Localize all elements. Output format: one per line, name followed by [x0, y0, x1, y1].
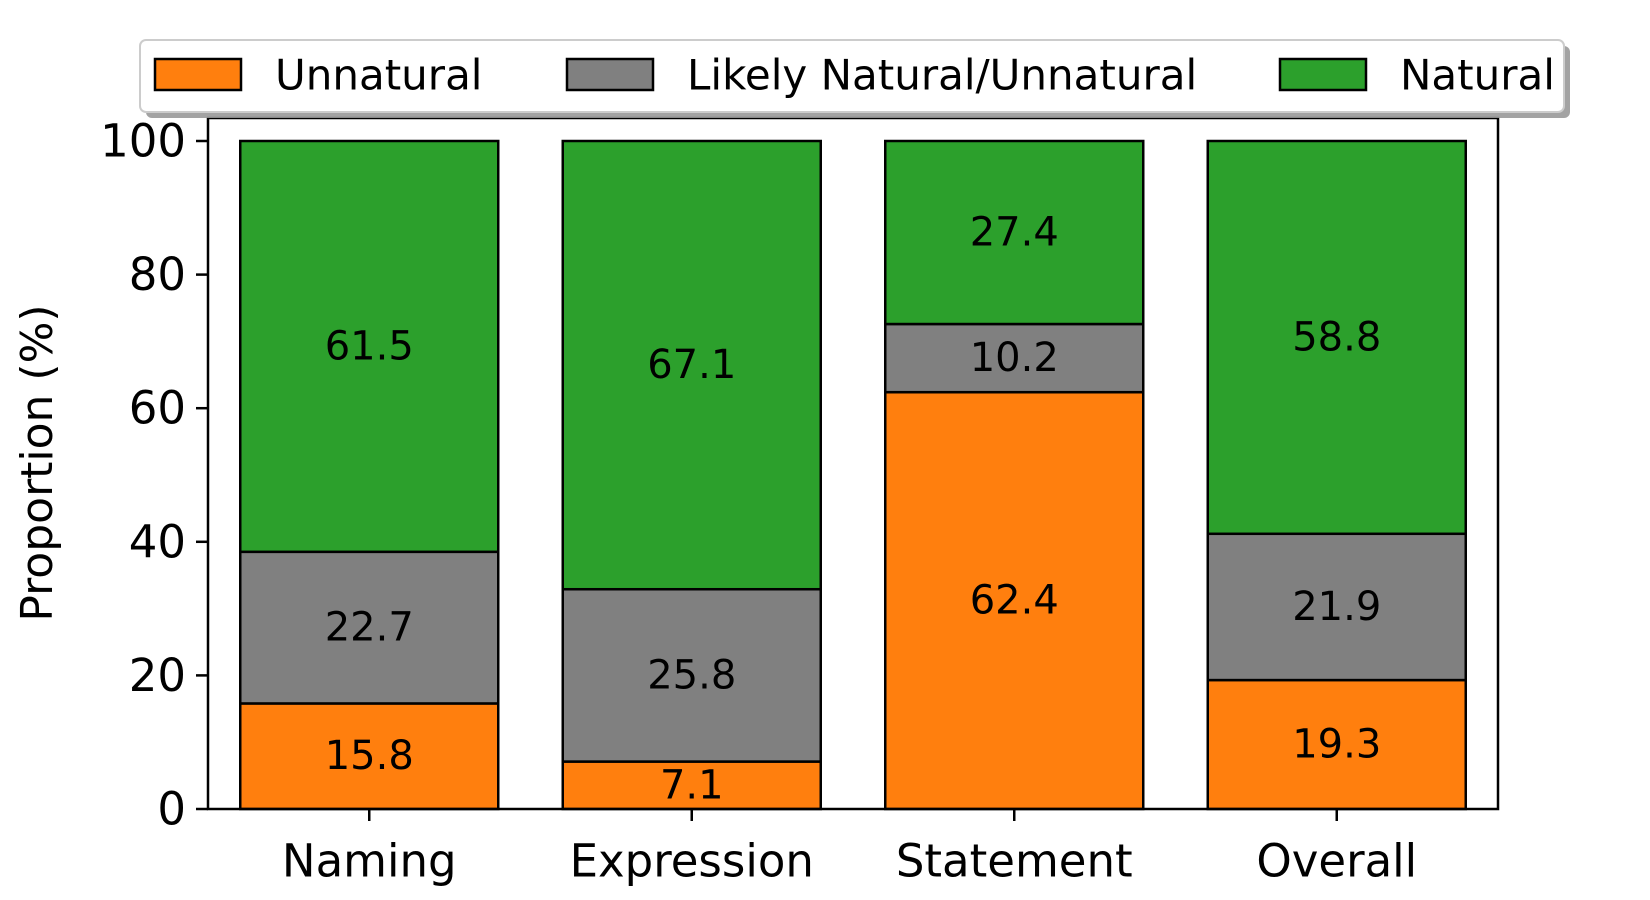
data-label-expression-likely-natural-unnatural: 25.8 — [647, 652, 736, 698]
data-label-statement-unnatural: 62.4 — [970, 578, 1059, 624]
bar-naming-natural — [239, 139, 500, 554]
y-tick-label: 40 — [129, 515, 186, 568]
x-tick-label-overall: Overall — [1256, 835, 1417, 888]
bar-expression-unnatural — [561, 760, 822, 811]
data-label-overall-likely-natural-unnatural: 21.9 — [1292, 584, 1381, 630]
y-tick-label: 60 — [129, 382, 186, 435]
y-tick-label: 20 — [129, 649, 186, 702]
y-tick-label: 0 — [157, 783, 186, 836]
y-axis: 0 20 40 60 80 100 — [100, 115, 208, 836]
data-label-naming-natural: 61.5 — [325, 323, 414, 369]
legend-label-natural: Natural — [1400, 51, 1555, 100]
data-label-expression-unnatural: 7.1 — [660, 762, 724, 808]
legend: Unnatural Likely Natural/Unnatural Natural — [139, 39, 1570, 118]
data-label-statement-likely-natural-unnatural: 10.2 — [970, 335, 1059, 381]
bar-overall-likely-natural-unnatural — [1206, 532, 1467, 682]
bars — [239, 139, 1467, 811]
data-label-statement-natural: 27.4 — [970, 210, 1059, 256]
legend-swatch-likely-natural-unnatural — [565, 57, 655, 92]
legend-label-likely-natural-unnatural: Likely Natural/Unnatural — [687, 51, 1197, 100]
bar-naming-likely-natural-unnatural — [239, 550, 500, 705]
bar-expression-natural — [561, 139, 822, 591]
legend-box — [139, 39, 1565, 113]
x-tick-label-naming: Naming — [282, 835, 457, 888]
data-label-expression-natural: 67.1 — [647, 342, 736, 388]
y-axis-label: Proportion (%) — [12, 304, 63, 621]
y-tick-label: 100 — [100, 115, 186, 168]
data-label-overall-unnatural: 19.3 — [1292, 722, 1381, 768]
x-tick-label-statement: Statement — [896, 835, 1133, 888]
legend-swatch-unnatural — [153, 57, 243, 92]
bar-statement-likely-natural-unnatural — [884, 322, 1145, 394]
bar-naming-unnatural — [239, 702, 500, 811]
legend-label-unnatural: Unnatural — [275, 51, 482, 100]
data-label-overall-natural: 58.8 — [1292, 314, 1381, 360]
bar-data-labels: 15.8 22.7 61.5 7.1 25.8 67.1 62.4 10.2 27.4 19.3 2… — [325, 210, 1382, 809]
bar-overall-unnatural — [1206, 678, 1467, 811]
data-label-naming-likely-natural-unnatural: 22.7 — [325, 605, 414, 651]
bar-overall-natural — [1206, 139, 1467, 536]
x-axis: Naming Expression Statement Overall — [282, 809, 1417, 888]
data-label-naming-unnatural: 15.8 — [325, 733, 414, 779]
legend-swatch-natural — [1278, 57, 1368, 92]
bar-expression-likely-natural-unnatural — [561, 587, 822, 763]
y-tick-label: 80 — [129, 248, 186, 301]
bar-statement-natural — [884, 139, 1145, 326]
x-tick-label-expression: Expression — [570, 835, 814, 888]
